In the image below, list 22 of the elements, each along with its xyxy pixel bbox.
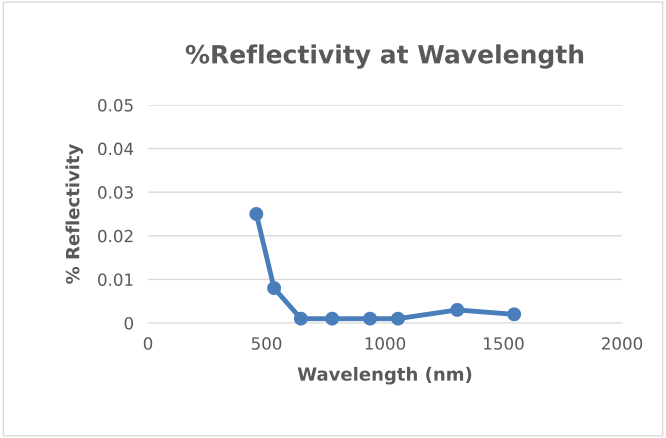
x-tick-label: 1000: [366, 337, 406, 350]
point: [267, 281, 282, 296]
y-tick-label: 0.04: [98, 142, 134, 156]
x-tick-label: 500: [252, 337, 282, 350]
point: [363, 312, 378, 326]
point: [294, 312, 308, 326]
point: [507, 307, 522, 322]
point: [325, 312, 340, 326]
y-axis-title: % Reflectivity: [65, 144, 84, 284]
y-tick-label: 0.03: [98, 186, 133, 199]
x-tick-label: 2000: [602, 337, 642, 350]
chart-title: %Reflectivity at Wavelength: [186, 44, 584, 69]
point: [391, 312, 405, 326]
x-tick-label: 1500: [484, 337, 524, 350]
y-tick-label: 0: [124, 316, 134, 330]
x-tick-label: 0: [144, 337, 152, 350]
y-tick-label: 0.02: [98, 230, 132, 242]
point: [450, 302, 464, 317]
y-tick-label: 0.01: [98, 273, 133, 286]
point: [249, 207, 264, 221]
y-tick-label: 0.05: [98, 98, 133, 112]
x-axis-title: Wavelength (nm): [298, 366, 472, 385]
